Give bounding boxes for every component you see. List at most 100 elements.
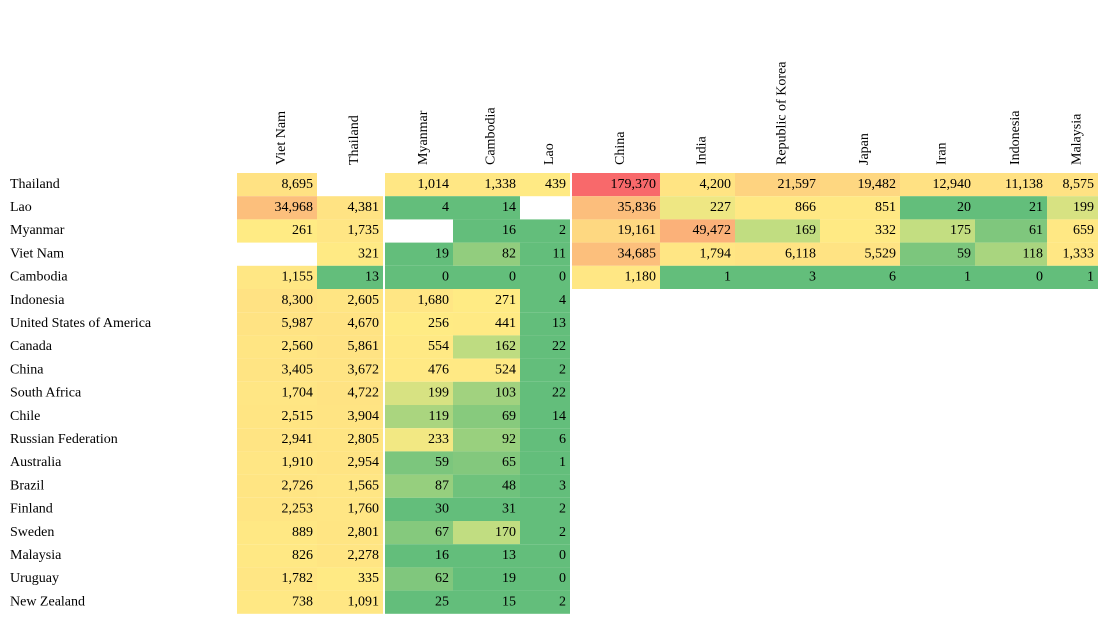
cell-value: 256	[428, 316, 449, 331]
cell	[520, 497, 570, 521]
column-header: Cambodia	[484, 107, 499, 165]
cell-value: 3	[809, 270, 816, 285]
cell	[453, 451, 520, 475]
cell-value: 11,138	[1005, 177, 1043, 192]
cell	[453, 567, 520, 591]
cell-value: 476	[428, 362, 449, 377]
cell-value: 1,338	[485, 177, 517, 192]
cell-value: 4	[559, 293, 566, 308]
column-header: Malaysia	[1070, 113, 1085, 165]
cell-value: 227	[710, 200, 731, 215]
cell-value: 1,155	[282, 270, 314, 285]
cell	[453, 405, 520, 429]
cell	[317, 567, 383, 591]
cell	[317, 544, 383, 568]
cell	[453, 544, 520, 568]
cell	[820, 242, 900, 266]
cell-value: 3,904	[348, 409, 380, 424]
cell	[660, 173, 735, 197]
cell-value: 34,968	[275, 200, 314, 215]
cell	[520, 567, 570, 591]
cell	[820, 196, 900, 220]
cell	[735, 242, 820, 266]
cell-value: 233	[428, 432, 449, 447]
cell	[317, 358, 383, 382]
cell	[237, 381, 317, 405]
cell	[385, 497, 453, 521]
cell-value: 441	[495, 316, 516, 331]
row-label: Viet Nam	[10, 246, 64, 261]
row-label: China	[10, 362, 44, 377]
cell-value: 31	[502, 502, 516, 517]
cell-value: 2,801	[348, 525, 380, 540]
cell-value: 0	[442, 270, 449, 285]
cell	[385, 428, 453, 452]
cell	[385, 405, 453, 429]
cell-value: 335	[358, 571, 379, 586]
cell	[900, 242, 975, 266]
cell	[317, 335, 383, 359]
cell-value: 1,704	[282, 386, 314, 401]
cell-value: 2,941	[282, 432, 314, 447]
cell-value: 1,565	[348, 478, 380, 493]
cell	[453, 312, 520, 336]
row-label: Myanmar	[10, 223, 65, 238]
cell	[520, 474, 570, 498]
column-header: Japan	[857, 133, 872, 165]
cell	[317, 405, 383, 429]
cell	[820, 219, 900, 243]
cell	[237, 196, 317, 220]
cell	[660, 265, 735, 289]
cell-value: 1,091	[348, 594, 380, 609]
cell	[317, 219, 383, 243]
cell	[520, 451, 570, 475]
cell-value: 175	[950, 223, 971, 238]
cell	[237, 451, 317, 475]
cell	[237, 173, 317, 197]
cell-value: 8,575	[1063, 177, 1095, 192]
cell-value: 1	[724, 270, 731, 285]
cell	[385, 381, 453, 405]
cell-value: 4,722	[348, 386, 380, 401]
cell-value: 1,180	[625, 270, 657, 285]
cell-value: 199	[1073, 200, 1094, 215]
cell-value: 439	[545, 177, 566, 192]
cell	[520, 335, 570, 359]
cell-value: 1,333	[1063, 246, 1095, 261]
cell-value: 169	[795, 223, 816, 238]
cell	[237, 312, 317, 336]
cell-value: 2,954	[348, 455, 380, 470]
row-label: Uruguay	[10, 571, 59, 586]
cell	[237, 265, 317, 289]
cell	[237, 289, 317, 313]
cell	[975, 265, 1047, 289]
cell	[385, 265, 453, 289]
cell	[900, 219, 975, 243]
cell	[385, 196, 453, 220]
cell	[520, 219, 570, 243]
cell-value: 30	[435, 502, 449, 517]
cell-value: 15	[502, 594, 516, 609]
cell	[317, 242, 383, 266]
cell-value: 59	[957, 246, 971, 261]
column-header: China	[613, 131, 628, 165]
row-label: Malaysia	[10, 548, 62, 563]
cell-value: 1	[1087, 270, 1094, 285]
cell-value: 13	[365, 270, 379, 285]
cell-value: 21,597	[778, 177, 817, 192]
row-label: Sweden	[10, 525, 54, 540]
row-label: Thailand	[10, 177, 60, 192]
cell-value: 119	[429, 409, 449, 424]
cell	[520, 428, 570, 452]
cell-value: 162	[495, 339, 516, 354]
cell	[660, 219, 735, 243]
cell-value: 554	[428, 339, 449, 354]
cell	[385, 521, 453, 545]
cell-value: 14	[552, 409, 566, 424]
cell	[735, 265, 820, 289]
cell	[660, 196, 735, 220]
cell-value: 6	[559, 432, 566, 447]
cell	[572, 196, 660, 220]
cell	[237, 428, 317, 452]
cell	[237, 405, 317, 429]
